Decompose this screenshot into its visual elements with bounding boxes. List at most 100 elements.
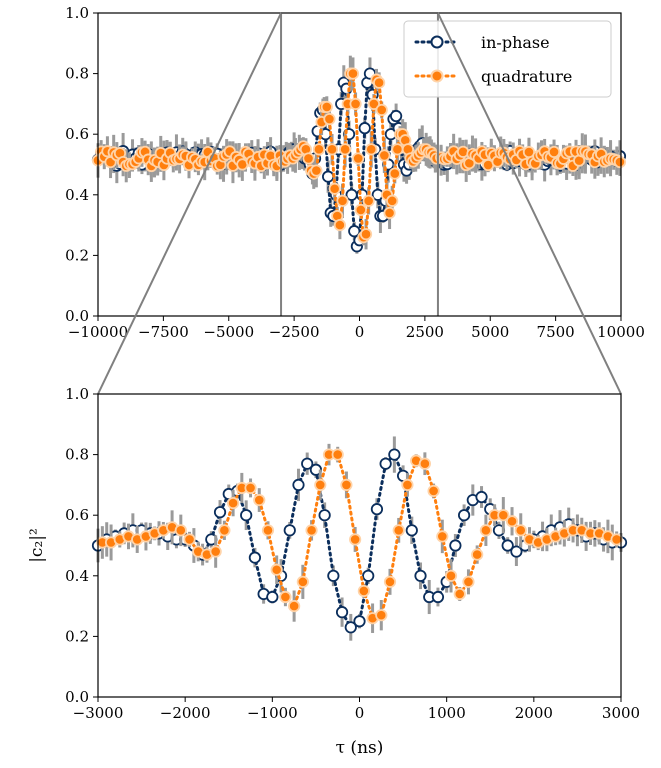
top-quadrature-point (310, 164, 323, 177)
top-x-tick-label: −5000 (203, 323, 254, 341)
bottom-quadrature-point (288, 599, 301, 613)
top-in-phase-point (348, 225, 361, 238)
bottom-in-phase-point (335, 606, 349, 619)
bottom-in-phase-point (362, 569, 375, 582)
top-quadrature-point (354, 203, 367, 217)
top-quadrature-point (346, 67, 360, 80)
top-quadrature-point (386, 194, 399, 207)
zoom-connector-right (437, 12, 622, 395)
bottom-in-phase-point (457, 509, 471, 522)
top-y-tick-label: 0.8 (65, 65, 89, 83)
bottom-quadrature-point (227, 496, 240, 510)
bottom-in-phase-point (318, 509, 331, 522)
bottom-x-tick-label: 1000 (428, 704, 466, 722)
bottom-quadrature-point (462, 575, 475, 588)
bottom-x-tick-label: 3000 (602, 704, 640, 722)
bottom-y-tick-label: 0.6 (65, 506, 89, 524)
bottom-x-tick-label: −1000 (247, 704, 298, 722)
bottom-quadrature-point (183, 533, 196, 546)
bottom-quadrature-point (514, 524, 527, 537)
bottom-in-phase-point (501, 539, 514, 552)
top-quadrature-point (312, 143, 326, 156)
bottom-quadrature-point (340, 478, 353, 491)
bottom-in-phase-point (301, 457, 314, 470)
bottom-y-tick-label: 0.8 (65, 446, 89, 464)
top-x-tick-label: 0 (355, 323, 365, 341)
top-x-tick-label: −2500 (269, 323, 320, 341)
bottom-x-tick-label: 2000 (515, 704, 553, 722)
top-quadrature-point (349, 97, 362, 111)
bottom-in-phase-point (414, 569, 427, 582)
bottom-quadrature-point (418, 457, 431, 470)
bottom-quadrature-point (436, 530, 449, 543)
bottom-x-tick-label: −2000 (160, 704, 211, 722)
top-y-tick-label: 0.0 (65, 307, 89, 325)
top-y-tick-label: 0.2 (65, 246, 89, 264)
top-quadrature-point (339, 143, 352, 156)
bottom-in-phase-point (379, 457, 392, 470)
bottom-in-phase-point (431, 590, 445, 604)
top-y-tick-label: 1.0 (65, 4, 89, 22)
bottom-in-phase-point (344, 621, 357, 634)
bottom-y-tick-label: 0.4 (65, 567, 89, 585)
zoom-connector-lines (97, 12, 622, 395)
bottom-in-phase-point (266, 590, 279, 604)
bottom-y-tick-label: 0.0 (65, 688, 89, 706)
bottom-quadrature-point (253, 493, 266, 507)
bottom-quadrature-point (218, 524, 231, 537)
top-quadrature-point (383, 206, 396, 220)
legend-quadrature-label: quadrature (481, 67, 572, 86)
top-quadrature-point (613, 155, 627, 169)
top-quadrature-point (373, 76, 386, 89)
top-x-tick-label: −7500 (138, 323, 189, 341)
bottom-quadrature-point (471, 548, 484, 561)
bottom-in-phase-point (327, 569, 340, 582)
legend-in-phase-label: in-phase (481, 33, 550, 52)
zoom-connector-left (97, 12, 282, 395)
bottom-quadrature-point (209, 545, 222, 558)
bottom-quadrature-point (279, 590, 292, 604)
bottom-quadrature-point (453, 587, 466, 601)
bottom-in-phase-point (405, 524, 418, 537)
top-quadrature-point (359, 228, 373, 241)
bottom-quadrature-point (314, 478, 327, 491)
bottom-quadrature-point (270, 563, 283, 576)
top-in-phase-point (358, 122, 371, 135)
top-quadrature-point (367, 97, 380, 111)
bottom-in-phase-point (240, 509, 253, 522)
top-in-phase-point (390, 109, 403, 123)
bottom-quadrature-point (444, 569, 458, 582)
bottom-in-phase-point (283, 524, 296, 537)
top-quadrature-point (328, 182, 341, 195)
top-quadrature-point (333, 219, 346, 232)
bottom-in-phase-point (292, 478, 305, 491)
legend: in-phase quadrature (403, 20, 612, 98)
bottom-quadrature-point (296, 575, 309, 588)
top-quadrature-point (391, 143, 404, 156)
bottom-y-tick-label: 1.0 (65, 385, 89, 403)
bottom-quadrature-point (244, 481, 257, 495)
top-quadrature-point (362, 194, 375, 207)
bottom-x-axis-label: τ (ns) (336, 738, 384, 758)
bottom-quadrature-point (505, 515, 519, 528)
bottom-in-phase-point (370, 503, 384, 516)
top-quadrature-point (388, 167, 401, 180)
bottom-in-phase-point (353, 615, 366, 628)
bottom-in-phase-point (449, 539, 462, 552)
top-quadrature-point (375, 103, 388, 117)
top-quadrature-point (378, 149, 391, 162)
top-quadrature-point (320, 100, 333, 114)
bottom-quadrature-point (331, 448, 344, 461)
top-quadrature-point (547, 145, 561, 159)
bottom-quadrature-point (349, 533, 362, 546)
top-y-tick-label: 0.4 (65, 186, 89, 204)
top-x-tick-label: 5000 (471, 323, 509, 341)
top-ticks: −10000 −7500 −5000 −2500 0 2500 5000 7500 10000 0… (65, 4, 645, 341)
bottom-panel: −3000 −2000 −1000 0 1000 2000 3000 0.0 0.2 0.4 0.6… (27, 385, 640, 758)
top-x-tick-label: 10000 (597, 323, 645, 341)
bottom-quadrature-point (305, 524, 318, 537)
top-panel: −10000 −7500 −5000 −2500 0 2500 5000 7500 10000 0… (65, 4, 645, 341)
bottom-in-phase-point (388, 448, 401, 461)
bottom-quadrature-point (610, 533, 623, 546)
top-x-tick-label: 7500 (537, 323, 575, 341)
